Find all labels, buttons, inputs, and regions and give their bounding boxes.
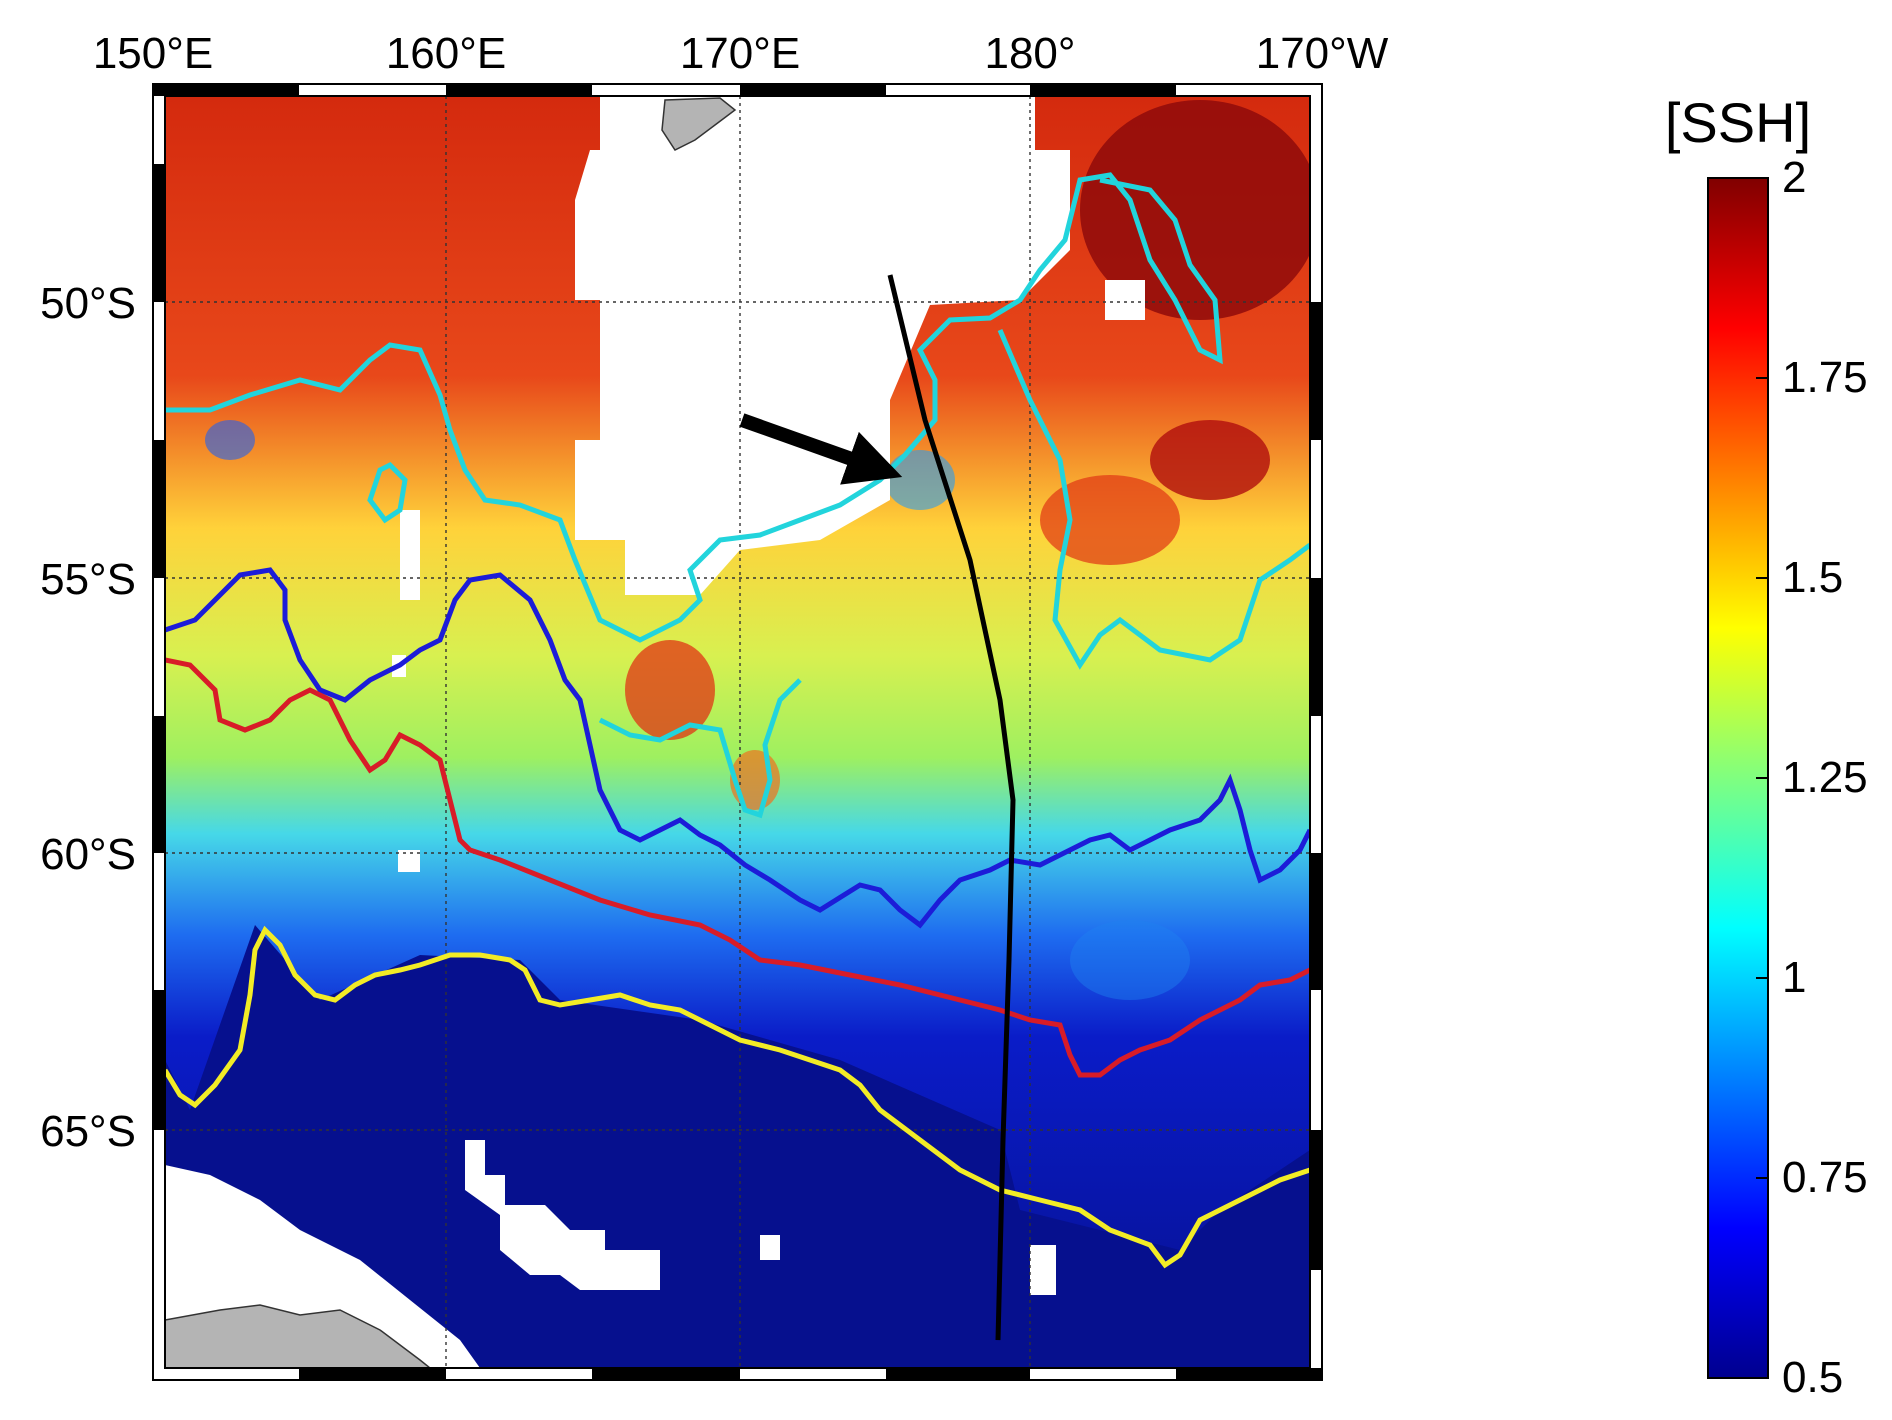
colorbar-tick-label: 1.5 xyxy=(1782,553,1843,602)
no-data-new-zealand-area xyxy=(575,96,1070,595)
transect-line xyxy=(887,274,1016,1341)
front-contour-cyan xyxy=(598,678,802,819)
colorbar-tick-label: 0.5 xyxy=(1782,1353,1843,1402)
no-data-cell xyxy=(1030,1245,1056,1295)
lon-label-150e: 150°E xyxy=(93,29,213,78)
cool-eddy xyxy=(1070,920,1190,1000)
colorbar-title: [SSH] xyxy=(1665,91,1811,154)
warm-eddy xyxy=(625,640,715,740)
colorbar-ticks xyxy=(1756,177,1768,1379)
no-data-balleny-area xyxy=(465,1140,660,1290)
left-axis-labels: 50°S 55°S 60°S 65°S xyxy=(40,279,136,1156)
lat-label-65s: 65°S xyxy=(40,1107,136,1156)
lat-label-55s: 55°S xyxy=(40,555,136,604)
top-axis-labels: 150°E 160°E 170°E 180° 170°W xyxy=(93,29,1389,78)
warm-eddy xyxy=(1040,475,1180,565)
no-data-cell xyxy=(398,850,420,872)
lon-label-180: 180° xyxy=(984,29,1075,78)
lon-label-170w: 170°W xyxy=(1256,29,1389,78)
front-contour-red xyxy=(165,657,1310,1078)
front-contour-yellow xyxy=(165,925,1310,1269)
ssh-field-layer xyxy=(165,96,1310,1368)
front-contour-cyan xyxy=(165,172,1223,643)
lon-label-170e: 170°E xyxy=(680,29,800,78)
lon-label-160e: 160°E xyxy=(386,29,506,78)
highlight-arrow xyxy=(739,413,903,485)
warm-eddy xyxy=(1150,420,1270,500)
antarctica-land xyxy=(165,1304,432,1368)
cool-eddy xyxy=(205,420,255,460)
auckland-islands-land xyxy=(661,97,737,151)
no-data-cell xyxy=(1105,280,1145,320)
front-contour-blue xyxy=(165,567,1310,929)
colorbar-tick-label: 1 xyxy=(1782,953,1806,1002)
lat-label-50s: 50°S xyxy=(40,279,136,328)
colorbar: [SSH] 2 1.75 1.5 1.25 1 0.75 0.5 xyxy=(1665,91,1868,1402)
front-contour-cyan xyxy=(997,329,1310,670)
southern-deep-field xyxy=(165,925,1310,1368)
colorbar-tick-labels: 2 1.75 1.5 1.25 1 0.75 0.5 xyxy=(1782,153,1868,1402)
warm-eddy xyxy=(1080,100,1310,320)
lat-label-60s: 60°S xyxy=(40,830,136,879)
map-frame-border xyxy=(152,83,1323,1381)
colorbar-tick-label: 1.75 xyxy=(1782,353,1868,402)
front-contour-cyan xyxy=(367,461,408,524)
no-data-cell xyxy=(400,510,420,600)
map-panel: 150°E 160°E 170°E 180° 170°W 50°S 55°S 6… xyxy=(40,29,1389,1381)
graticule xyxy=(165,96,1310,1368)
no-data-cell xyxy=(760,1235,780,1260)
no-data-west-coast-strip xyxy=(575,150,600,300)
colorbar-tick-label: 0.75 xyxy=(1782,1153,1868,1202)
colorbar-tick-label: 2 xyxy=(1782,153,1806,202)
colorbar-tick-label: 1.25 xyxy=(1782,753,1868,802)
